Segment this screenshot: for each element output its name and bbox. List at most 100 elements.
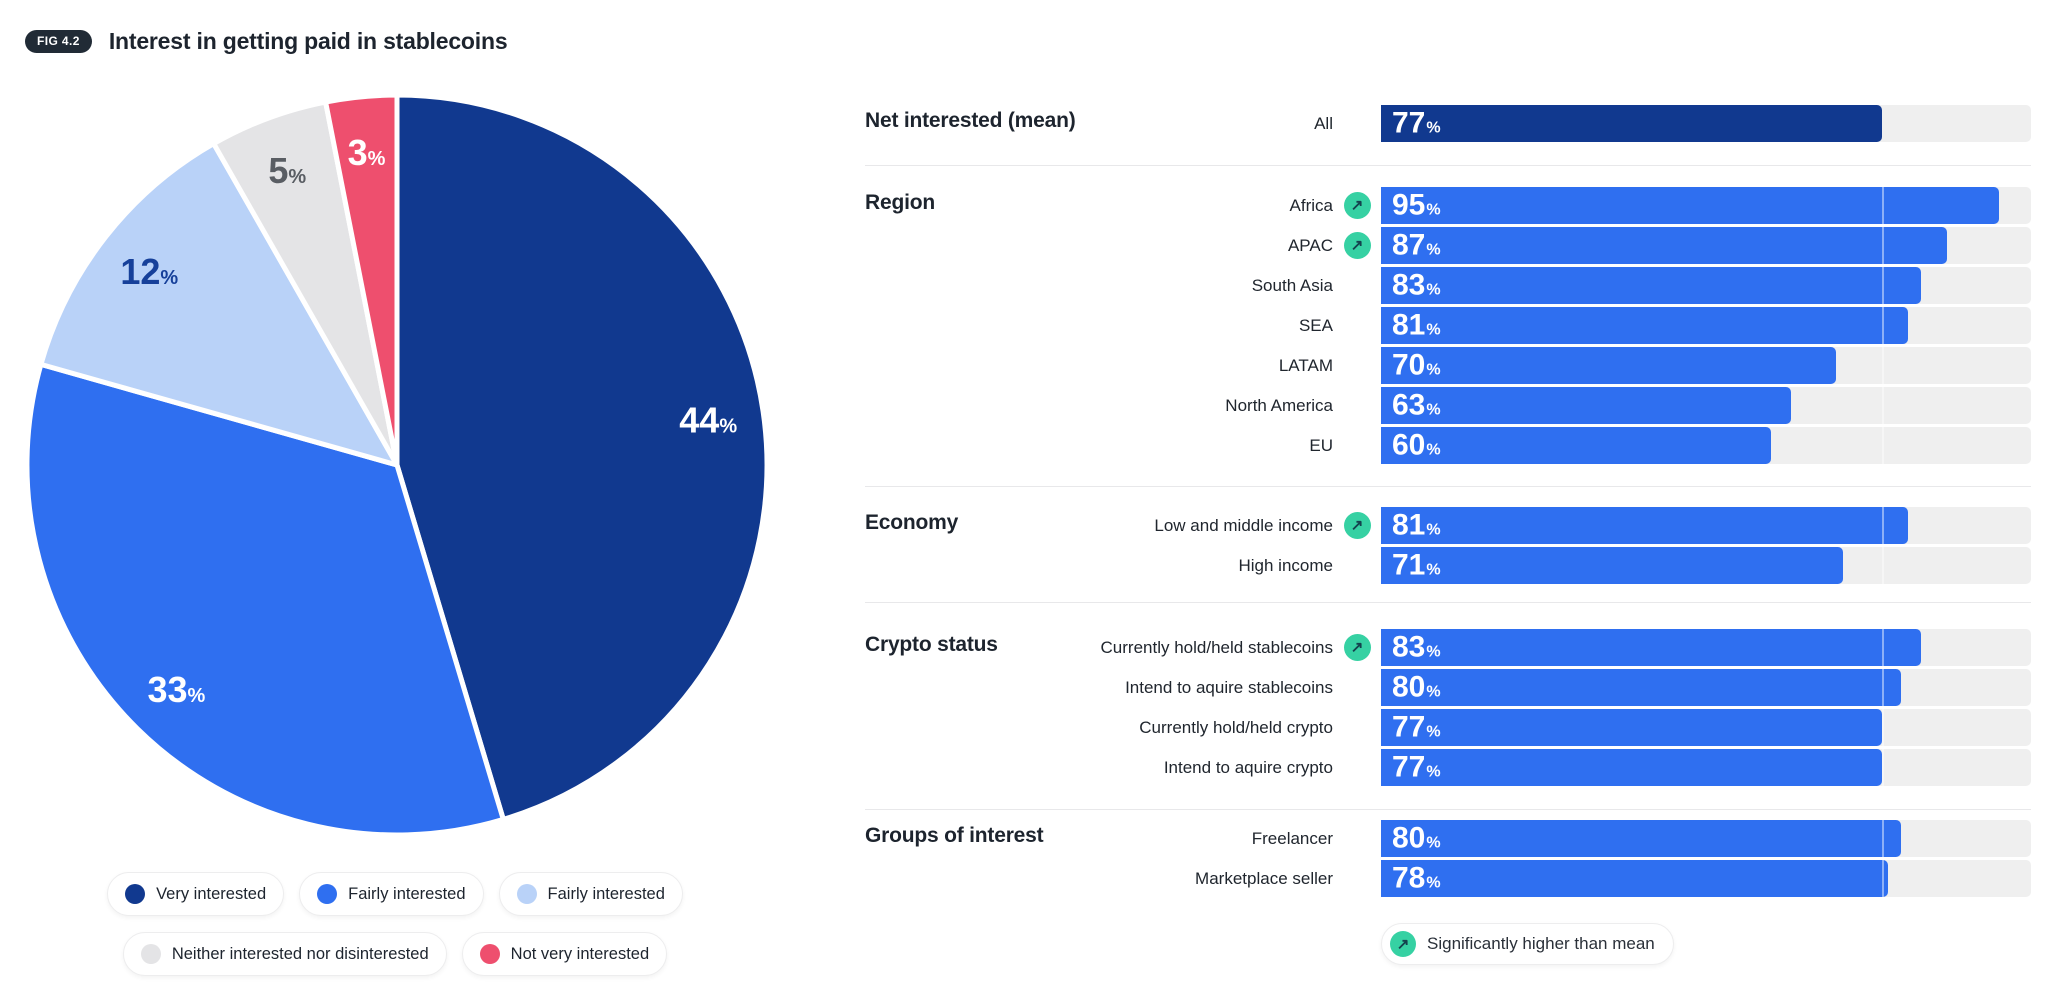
figure-number-badge: FIG 4.2 [25, 30, 92, 53]
icon-slot [1333, 709, 1381, 746]
significantly-higher-icon: ↗ [1343, 634, 1371, 661]
pie-slice [24, 361, 506, 838]
icon-slot [1333, 749, 1381, 786]
icon-slot [1333, 669, 1381, 706]
bar-value-number: 63 [1392, 387, 1426, 421]
bar-row: SEA 81% [865, 307, 2031, 344]
bar-value-number: 95 [1392, 187, 1426, 221]
bar-value-unit: % [1426, 280, 1441, 298]
bar-row: Intend to aquire stablecoins 80% [865, 669, 2031, 706]
bar-value-label: 60% [1392, 429, 1441, 460]
bar-value-label: 81% [1392, 309, 1441, 340]
bar-track: 83% [1381, 629, 2031, 666]
mean-marker-line [1881, 507, 1884, 544]
bar-value-label: 78% [1392, 860, 1441, 894]
bar-row-label: Africa [1289, 195, 1333, 215]
figure-title: Interest in getting paid in stablecoins [108, 28, 508, 54]
bar-value-unit: % [1426, 118, 1441, 136]
icon-slot: ↗ [1333, 507, 1381, 544]
bar-row-label: Currently hold/held stablecoins [1100, 637, 1333, 657]
bar-fill [1381, 820, 1901, 857]
bar-fill [1381, 267, 1921, 304]
bar-value-unit: % [1426, 560, 1441, 578]
mean-marker-line [1881, 669, 1884, 706]
bar-row-label: All [1314, 113, 1333, 133]
bar-value-label: 71% [1392, 547, 1441, 581]
bar-fill [1381, 187, 1999, 224]
bar-fill [1381, 629, 1921, 666]
bar-row: EU 60% [865, 427, 2031, 464]
bar-fill [1381, 860, 1888, 897]
significance-legend: ↗ Significantly higher than mean [1381, 923, 1674, 965]
icon-slot [1333, 427, 1381, 464]
bar-value-label: 95% [1392, 187, 1441, 221]
legend-color-dot [140, 944, 161, 964]
section-divider [865, 809, 2031, 810]
bar-value-unit: % [1426, 200, 1441, 218]
icon-slot [1333, 267, 1381, 304]
bar-section: Net interested (mean) All 77% [865, 105, 2031, 142]
pie-slice [38, 141, 400, 468]
bar-track: 71% [1381, 547, 2031, 584]
significantly-higher-icon: ↗ [1343, 512, 1371, 539]
mean-marker-line [1881, 820, 1884, 857]
bar-value-label: 77% [1392, 107, 1441, 138]
bar-track: 83% [1381, 267, 2031, 304]
bar-value-unit: % [1426, 440, 1441, 458]
bar-track: 78% [1381, 860, 2031, 897]
legend-item: Very interested [107, 872, 285, 916]
bar-row: LATAM 70% [865, 347, 2031, 384]
bar-chart-sections: Net interested (mean) All 77% Region Africa ↗… [865, 105, 2031, 897]
bar-row-label: EU [1309, 435, 1333, 455]
bar-value-unit: % [1426, 320, 1441, 338]
bar-value-label: 83% [1392, 269, 1441, 300]
pie-legend: Very interested Fairly interested Fairly i… [15, 872, 775, 976]
section-header: Region [865, 191, 935, 214]
bar-row: Intend to aquire crypto 77% [865, 749, 2031, 786]
bar-value-label: 87% [1392, 229, 1441, 260]
bar-value-number: 70 [1392, 347, 1426, 381]
bar-row-label: Marketplace seller [1195, 868, 1333, 888]
bar-row: Freelancer 80% [865, 820, 2031, 857]
bar-track: 60% [1381, 427, 2031, 464]
icon-slot [1333, 547, 1381, 584]
bar-value-number: 83 [1392, 629, 1426, 663]
bar-section: Region Africa ↗ 95% APAC ↗ 87% South Asia 83% SEA… [865, 187, 2031, 464]
bar-value-unit: % [1426, 520, 1441, 538]
legend-color-dot [317, 884, 338, 904]
significance-legend-label: Significantly higher than mean [1427, 934, 1655, 953]
bar-fill [1381, 507, 1908, 544]
bar-value-label: 80% [1392, 671, 1441, 702]
mean-marker-line [1881, 387, 1884, 424]
section-divider [865, 165, 2031, 166]
bar-value-unit: % [1426, 833, 1441, 851]
bar-fill [1381, 227, 1947, 264]
bar-row: APAC ↗ 87% [865, 227, 2031, 264]
icon-slot [1333, 820, 1381, 857]
bar-track: 70% [1381, 347, 2031, 384]
bar-value-number: 71 [1392, 547, 1426, 581]
bar-value-unit: % [1426, 722, 1441, 740]
bar-value-number: 80 [1392, 820, 1426, 854]
bar-row-label: Intend to aquire stablecoins [1125, 677, 1333, 697]
bar-fill [1381, 749, 1882, 786]
bar-value-unit: % [1426, 873, 1441, 891]
bar-row-label: APAC [1287, 235, 1333, 255]
bar-value-label: 80% [1392, 820, 1441, 854]
bar-row: North America 63% [865, 387, 2031, 424]
bar-value-number: 78 [1392, 860, 1426, 894]
bar-fill [1381, 387, 1791, 424]
legend-item-label: Not very interested [510, 944, 650, 963]
significantly-higher-icon: ↗ [1343, 192, 1371, 219]
icon-slot: ↗ [1333, 187, 1381, 224]
bar-value-number: 77 [1392, 749, 1426, 783]
legend-item-label: Neither interested nor disinterested [171, 944, 429, 963]
bar-section: Groups of interest Freelancer 80% Marketpla… [865, 820, 2031, 897]
legend-color-dot [125, 884, 146, 904]
pie-slice-label: 5% [268, 150, 306, 191]
legend-item: Not very interested [461, 932, 668, 976]
pie-slice [323, 92, 400, 468]
bar-track: 77% [1381, 709, 2031, 746]
bar-section: Economy Low and middle income ↗ 81% High inc… [865, 507, 2031, 584]
